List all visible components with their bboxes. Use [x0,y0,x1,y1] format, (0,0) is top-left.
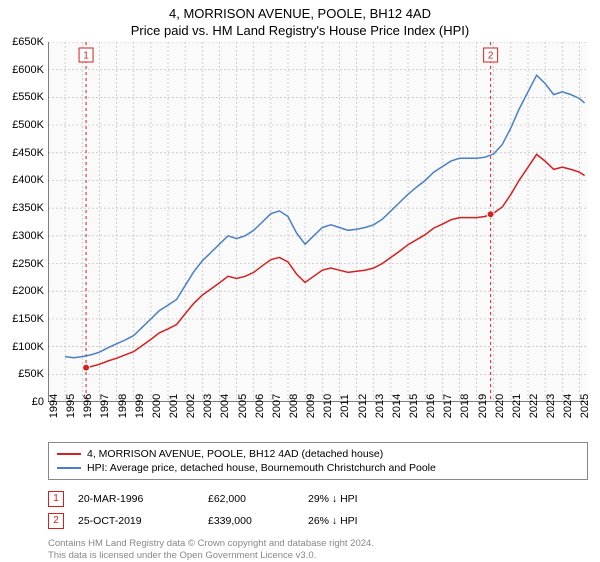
marker-badge: 2 [48,513,64,529]
x-axis-label: 2009 [305,394,317,418]
x-axis-label: 1997 [99,394,111,418]
x-axis-label: 2025 [579,394,591,418]
y-axis-label: £0 [32,396,44,408]
x-axis-label: 2021 [511,394,523,418]
legend-swatch [57,453,81,455]
y-axis-label: £550K [12,91,44,103]
y-axis-label: £250K [12,258,44,270]
x-axis-label: 2013 [374,394,386,418]
legend-swatch [57,467,81,469]
x-axis-label: 2012 [357,394,369,418]
y-axis-label: £350K [12,202,44,214]
y-axis-label: £150K [12,313,44,325]
transaction-hpi-delta: 29% ↓ HPI [308,493,428,505]
legend-item-hpi: HPI: Average price, detached house, Bour… [57,461,579,475]
x-axis-label: 2005 [237,394,249,418]
x-axis-label: 1998 [117,394,129,418]
transaction-hpi-delta: 26% ↓ HPI [308,515,428,527]
y-axis-label: £200K [12,285,44,297]
x-axis-label: 2008 [288,394,300,418]
y-axis-label: £400K [12,174,44,186]
x-axis-label: 2024 [562,394,574,418]
x-axis-label: 2011 [339,394,351,418]
copyright-footnote: Contains HM Land Registry data © Crown c… [48,538,588,562]
x-axis-label: 2023 [545,394,557,418]
x-axis-label: 2004 [219,394,231,418]
x-axis-label: 2010 [322,394,334,418]
y-axis-label: £100K [12,341,44,353]
x-axis-label: 2014 [391,394,403,418]
x-axis-label: 2018 [459,394,471,418]
x-axis-label: 2020 [494,394,506,418]
x-axis-label: 2007 [271,394,283,418]
chart-area: 12 £0£50K£100K£150K£200K£250K£300K£350K£… [48,42,588,402]
x-axis-label: 2015 [408,394,420,418]
chart-title-subtitle: Price paid vs. HM Land Registry's House … [0,21,600,42]
x-axis-label: 2022 [528,394,540,418]
x-axis-label: 1999 [134,394,146,418]
legend-label: HPI: Average price, detached house, Bour… [87,462,436,474]
x-axis-label: 2002 [185,394,197,418]
x-axis-label: 2019 [477,394,489,418]
table-row: 2 25-OCT-2019 £339,000 26% ↓ HPI [48,510,588,532]
line-chart-svg: 12 [48,42,588,402]
transaction-date: 25-OCT-2019 [78,515,208,527]
legend-item-property: 4, MORRISON AVENUE, POOLE, BH12 4AD (det… [57,447,579,461]
chart-title-address: 4, MORRISON AVENUE, POOLE, BH12 4AD [0,0,600,21]
y-axis-label: £300K [12,230,44,242]
transactions-table: 1 20-MAR-1996 £62,000 29% ↓ HPI 2 25-OCT… [48,488,588,532]
x-axis-label: 2006 [254,394,266,418]
x-axis-label: 2017 [442,394,454,418]
x-axis-label: 2001 [168,394,180,418]
x-axis-label: 2000 [151,394,163,418]
x-axis-label: 1994 [48,394,60,418]
x-axis-label: 1995 [65,394,77,418]
x-axis-label: 2016 [425,394,437,418]
marker-badge: 1 [48,491,64,507]
svg-text:2: 2 [488,51,494,62]
transaction-price: £339,000 [208,515,308,527]
svg-text:1: 1 [83,51,89,62]
y-axis-label: £50K [18,368,44,380]
y-axis-label: £500K [12,119,44,131]
y-axis-label: £600K [12,64,44,76]
y-axis-label: £650K [12,36,44,48]
transaction-date: 20-MAR-1996 [78,493,208,505]
table-row: 1 20-MAR-1996 £62,000 29% ↓ HPI [48,488,588,510]
transaction-price: £62,000 [208,493,308,505]
x-axis-label: 1996 [82,394,94,418]
legend: 4, MORRISON AVENUE, POOLE, BH12 4AD (det… [48,442,588,480]
x-axis-label: 2003 [202,394,214,418]
y-axis-label: £450K [12,147,44,159]
legend-label: 4, MORRISON AVENUE, POOLE, BH12 4AD (det… [87,448,383,460]
